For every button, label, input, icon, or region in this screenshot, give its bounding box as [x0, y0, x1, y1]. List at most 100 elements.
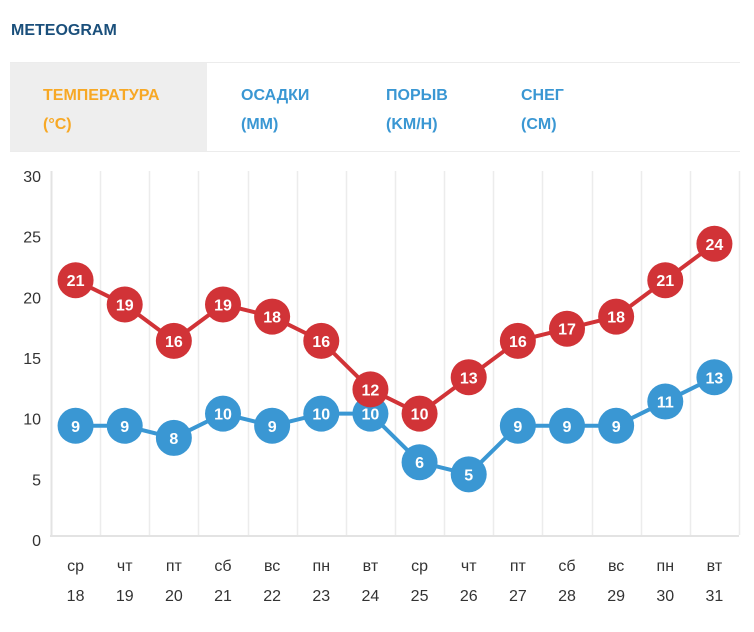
data-label-min: 11 — [657, 395, 674, 412]
x-tick-day: пн — [313, 558, 331, 575]
data-label-max: 18 — [263, 310, 281, 327]
data-label-max: 21 — [67, 273, 85, 290]
data-point-min[interactable] — [57, 407, 94, 444]
y-tick-label: 0 — [32, 533, 41, 550]
x-tick-date: 22 — [263, 588, 281, 605]
x-tick-date: 29 — [607, 588, 625, 605]
tab-temperature-unit: (°C) — [43, 116, 72, 133]
data-label-min: 10 — [362, 407, 380, 424]
data-point-max[interactable] — [57, 262, 94, 299]
x-tick-day: ср — [67, 558, 84, 575]
data-point-min[interactable] — [205, 395, 241, 432]
data-label-max: 16 — [165, 334, 183, 351]
data-point-max[interactable] — [352, 371, 389, 408]
data-point-max[interactable] — [254, 298, 291, 335]
tab-snow-label: СНЕГ — [521, 87, 564, 104]
tab-snow-unit: (CM) — [521, 116, 557, 133]
data-point-max[interactable] — [205, 286, 241, 323]
x-tick-day: вт — [363, 558, 379, 575]
x-tick-date: 20 — [165, 588, 183, 605]
data-point-min[interactable] — [598, 407, 635, 444]
data-point-max[interactable] — [303, 322, 340, 359]
x-axis: ср 18 чт 19 пт 20 сб 21 вс 22 пн 23 вт 24 ср 25 чт 26 пт 27… — [67, 558, 724, 605]
data-label-min: 9 — [612, 419, 621, 436]
data-point-min[interactable] — [106, 407, 143, 444]
x-tick-day: чт — [461, 558, 477, 575]
grid-lines — [50, 171, 741, 537]
tab-wind-gust[interactable]: ПОРЫВ (KM/H) — [350, 63, 486, 151]
data-label-max: 13 — [460, 370, 478, 387]
data-label-min: 10 — [312, 407, 330, 424]
x-tick-day: сб — [558, 558, 575, 575]
tab-snow[interactable]: СНЕГ (CM) — [486, 63, 606, 151]
tab-temperature-label: ТЕМПЕРАТУРА — [43, 87, 160, 104]
data-label-max: 19 — [214, 297, 232, 314]
tab-bar: ТЕМПЕРАТУРА (°C) ОСАДКИ (MM) ПОРЫВ (KM/H… — [10, 62, 740, 152]
x-tick-date: 28 — [558, 588, 576, 605]
tab-wind-gust-unit: (KM/H) — [386, 116, 438, 133]
data-label-min: 9 — [513, 419, 522, 436]
y-tick-label: 20 — [23, 290, 41, 307]
data-point-min[interactable] — [647, 383, 684, 420]
data-point-min[interactable] — [549, 407, 585, 444]
data-point-min[interactable] — [303, 395, 340, 432]
data-label-max: 16 — [509, 334, 527, 351]
tab-temperature[interactable]: ТЕМПЕРАТУРА (°C) — [10, 63, 207, 151]
data-point-min[interactable] — [696, 359, 733, 396]
x-tick-day: чт — [117, 558, 133, 575]
data-point-max[interactable] — [696, 225, 733, 262]
tab-precipitation-label: ОСАДКИ — [241, 87, 310, 104]
x-tick-day: вс — [608, 558, 624, 575]
y-tick-label: 10 — [23, 412, 41, 429]
tab-precipitation[interactable]: ОСАДКИ (MM) — [207, 63, 350, 151]
y-tick-label: 30 — [23, 169, 41, 186]
x-tick-date: 21 — [214, 588, 232, 605]
x-tick-day: вс — [264, 558, 280, 575]
y-tick-label: 5 — [32, 472, 41, 489]
data-point-max[interactable] — [549, 310, 585, 347]
x-tick-date: 26 — [460, 588, 478, 605]
data-label-max: 19 — [116, 297, 134, 314]
data-label-min: 13 — [706, 370, 724, 387]
data-point-max[interactable] — [450, 359, 487, 396]
data-label-min: 9 — [563, 419, 572, 436]
y-tick-label: 15 — [23, 351, 41, 368]
data-label-min: 8 — [169, 431, 178, 448]
tab-precipitation-unit: (MM) — [241, 116, 279, 133]
x-tick-day: пт — [510, 558, 527, 575]
x-tick-date: 18 — [67, 588, 85, 605]
x-tick-date: 23 — [312, 588, 330, 605]
data-point-max[interactable] — [499, 322, 536, 359]
data-point-max[interactable] — [647, 262, 684, 299]
y-axis: 0 5 10 15 20 25 30 — [23, 169, 41, 550]
x-tick-date: 25 — [411, 588, 429, 605]
x-tick-date: 24 — [362, 588, 380, 605]
x-tick-day: сб — [214, 558, 231, 575]
x-tick-day: ср — [411, 558, 428, 575]
series-group: 9 9 8 10 9 10 10 6 5 9 9 9 11 13 21 19 16 19 18 16 12 10 13 16 1… — [57, 225, 733, 493]
data-label-min: 9 — [120, 419, 129, 436]
data-point-min[interactable] — [499, 407, 536, 444]
y-tick-label: 25 — [23, 230, 41, 247]
data-point-max[interactable] — [598, 298, 635, 335]
tab-wind-gust-label: ПОРЫВ — [386, 87, 448, 104]
data-point-max[interactable] — [106, 286, 143, 323]
data-label-min: 5 — [464, 467, 473, 484]
data-label-max: 12 — [362, 382, 380, 399]
data-label-min: 9 — [268, 419, 277, 436]
data-point-max[interactable] — [401, 395, 438, 432]
data-label-max: 21 — [656, 273, 674, 290]
data-point-min[interactable] — [450, 456, 487, 493]
data-point-min[interactable] — [401, 444, 438, 481]
data-point-max[interactable] — [155, 322, 192, 359]
data-label-min: 6 — [415, 455, 424, 472]
x-tick-date: 27 — [509, 588, 527, 605]
series-max: 21 19 16 19 18 16 12 10 13 16 17 18 21 24 — [57, 225, 733, 432]
data-point-min[interactable] — [155, 419, 192, 456]
x-tick-day: пт — [166, 558, 183, 575]
x-tick-date: 30 — [656, 588, 674, 605]
data-label-min: 10 — [214, 407, 232, 424]
data-label-max: 18 — [607, 310, 625, 327]
data-point-min[interactable] — [254, 407, 291, 444]
